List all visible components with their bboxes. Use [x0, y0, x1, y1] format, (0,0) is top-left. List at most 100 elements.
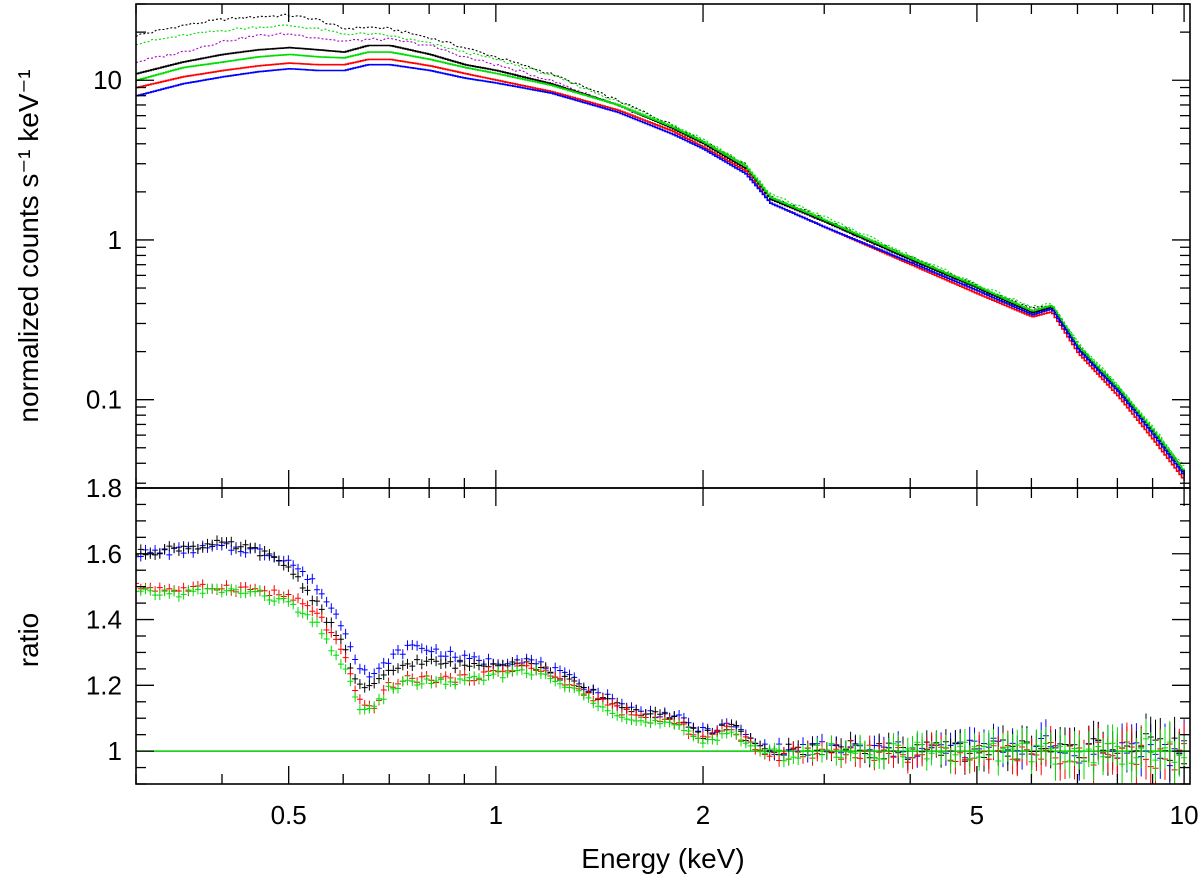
ratio-data-point: [418, 659, 425, 670]
ratio-data-point: [561, 671, 568, 682]
ratio-data-point: [414, 654, 421, 665]
ratio-data-point: [466, 661, 473, 672]
ratio-data-point: [299, 598, 306, 609]
ratio-data-point: [566, 682, 573, 693]
ratio-data-point: [299, 566, 306, 577]
ratio-data-point: [604, 705, 611, 716]
ratio-data-point: [333, 650, 340, 661]
ratio-data-point: [337, 620, 344, 631]
ratio-data-point: [1162, 727, 1169, 769]
ratio-data-point: [456, 656, 463, 667]
ratio-data-point: [256, 550, 263, 561]
ratio-data-point: [514, 665, 521, 676]
ratio-data-point: [923, 747, 930, 771]
spectrum-model-series-4: [136, 51, 1185, 473]
ratio-data-point: [418, 643, 425, 654]
y-tick-label: 1: [108, 736, 122, 766]
ratio-series-3: [136, 583, 1188, 784]
ratio-data-point: [266, 549, 273, 559]
ratio-data-point: [695, 733, 702, 744]
ratio-data-point: [1071, 731, 1078, 766]
ratio-data-point: [323, 625, 330, 635]
spectrum-series-group: [136, 13, 1185, 481]
ratio-data-point: [814, 737, 821, 754]
ratio-data-point: [1128, 743, 1135, 783]
ratio-data-point: [666, 717, 673, 728]
ratio-data-point: [738, 736, 745, 747]
ratio-data-point: [228, 545, 235, 556]
ratio-data-point: [399, 660, 406, 671]
ratio-y-axis-label: ratio: [13, 613, 44, 667]
ratio-data-point: [266, 595, 273, 605]
ratio-data-point: [352, 692, 359, 702]
ratio-data-point: [428, 678, 435, 689]
ratio-data-point: [447, 656, 454, 667]
ratio-data-point: [723, 728, 730, 739]
ratio-data-point: [1157, 729, 1164, 772]
ratio-data-point: [614, 700, 621, 711]
ratio-data-point: [166, 549, 173, 560]
ratio-data-point: [328, 603, 335, 614]
spectrum-ticks: 0.1 1 10: [86, 3, 1190, 488]
ratio-data-point: [556, 678, 563, 689]
ratio-data-point: [414, 680, 421, 690]
spectrum-model-series-3: [136, 44, 1185, 475]
ratio-data-point: [1038, 730, 1045, 763]
ratio-data-point: [399, 676, 406, 687]
ratio-data-point: [294, 607, 301, 618]
ratio-data-point: [1028, 745, 1035, 778]
ratio-data-point: [461, 675, 468, 686]
ratio-data-point: [942, 735, 949, 761]
ratio-data-point: [375, 673, 382, 684]
ratio-data-point: [1166, 720, 1173, 763]
ratio-data-point: [204, 538, 211, 549]
ratio-data-point: [142, 549, 149, 560]
ratio-data-point: [404, 675, 411, 686]
ratio-data-point: [609, 708, 616, 719]
ratio-data-point: [1095, 728, 1102, 765]
ratio-data-point: [1033, 729, 1040, 762]
ratio-data-point: [623, 704, 630, 715]
ratio-data-point: [476, 673, 483, 684]
ratio-data-point: [852, 744, 859, 763]
x-axis-label: Energy (keV): [581, 843, 744, 874]
ratio-data-point: [1090, 744, 1097, 781]
ratio-data-point: [1138, 728, 1145, 769]
ratio-data-point: [190, 586, 197, 597]
x-tick-label: 1: [489, 800, 503, 830]
ratio-data-point: [771, 742, 778, 756]
ratio-data-point: [280, 593, 287, 604]
ratio-data-point: [509, 657, 516, 667]
ratio-data-point: [599, 702, 606, 712]
ratio-data-point: [318, 612, 325, 623]
ratio-data-point: [414, 640, 421, 651]
ratio-data-point: [456, 674, 463, 684]
y-tick-label: 1: [108, 225, 122, 255]
ratio-data-point: [323, 634, 330, 644]
ratio-data-point: [623, 714, 630, 725]
ratio-data-point: [333, 609, 340, 620]
ratio-data-point: [885, 737, 892, 759]
ratio-data-point: [199, 542, 206, 553]
ratio-data-point: [314, 608, 321, 619]
ratio-data-point: [780, 754, 787, 768]
ratio-data-point: [523, 668, 530, 679]
ratio-data-point: [971, 733, 978, 761]
ratio-data-point: [1061, 735, 1068, 770]
ratio-data-point: [890, 733, 897, 755]
ratio-data-point: [618, 712, 625, 723]
ratio-data-point: [580, 690, 587, 701]
ratio-series-group: [136, 535, 1188, 784]
ratio-data-point: [142, 584, 149, 595]
ratio-panel-frame: [135, 487, 1191, 785]
ratio-data-point: [461, 660, 468, 671]
ratio-data-point: [356, 663, 363, 674]
ratio-data-point: [699, 738, 706, 749]
ratio-data-point: [838, 749, 845, 767]
ratio-data-point: [628, 715, 635, 725]
ratio-data-point: [1081, 743, 1088, 780]
ratio-data-point: [375, 663, 382, 674]
ratio-data-point: [290, 599, 297, 610]
ratio-data-point: [442, 658, 449, 669]
